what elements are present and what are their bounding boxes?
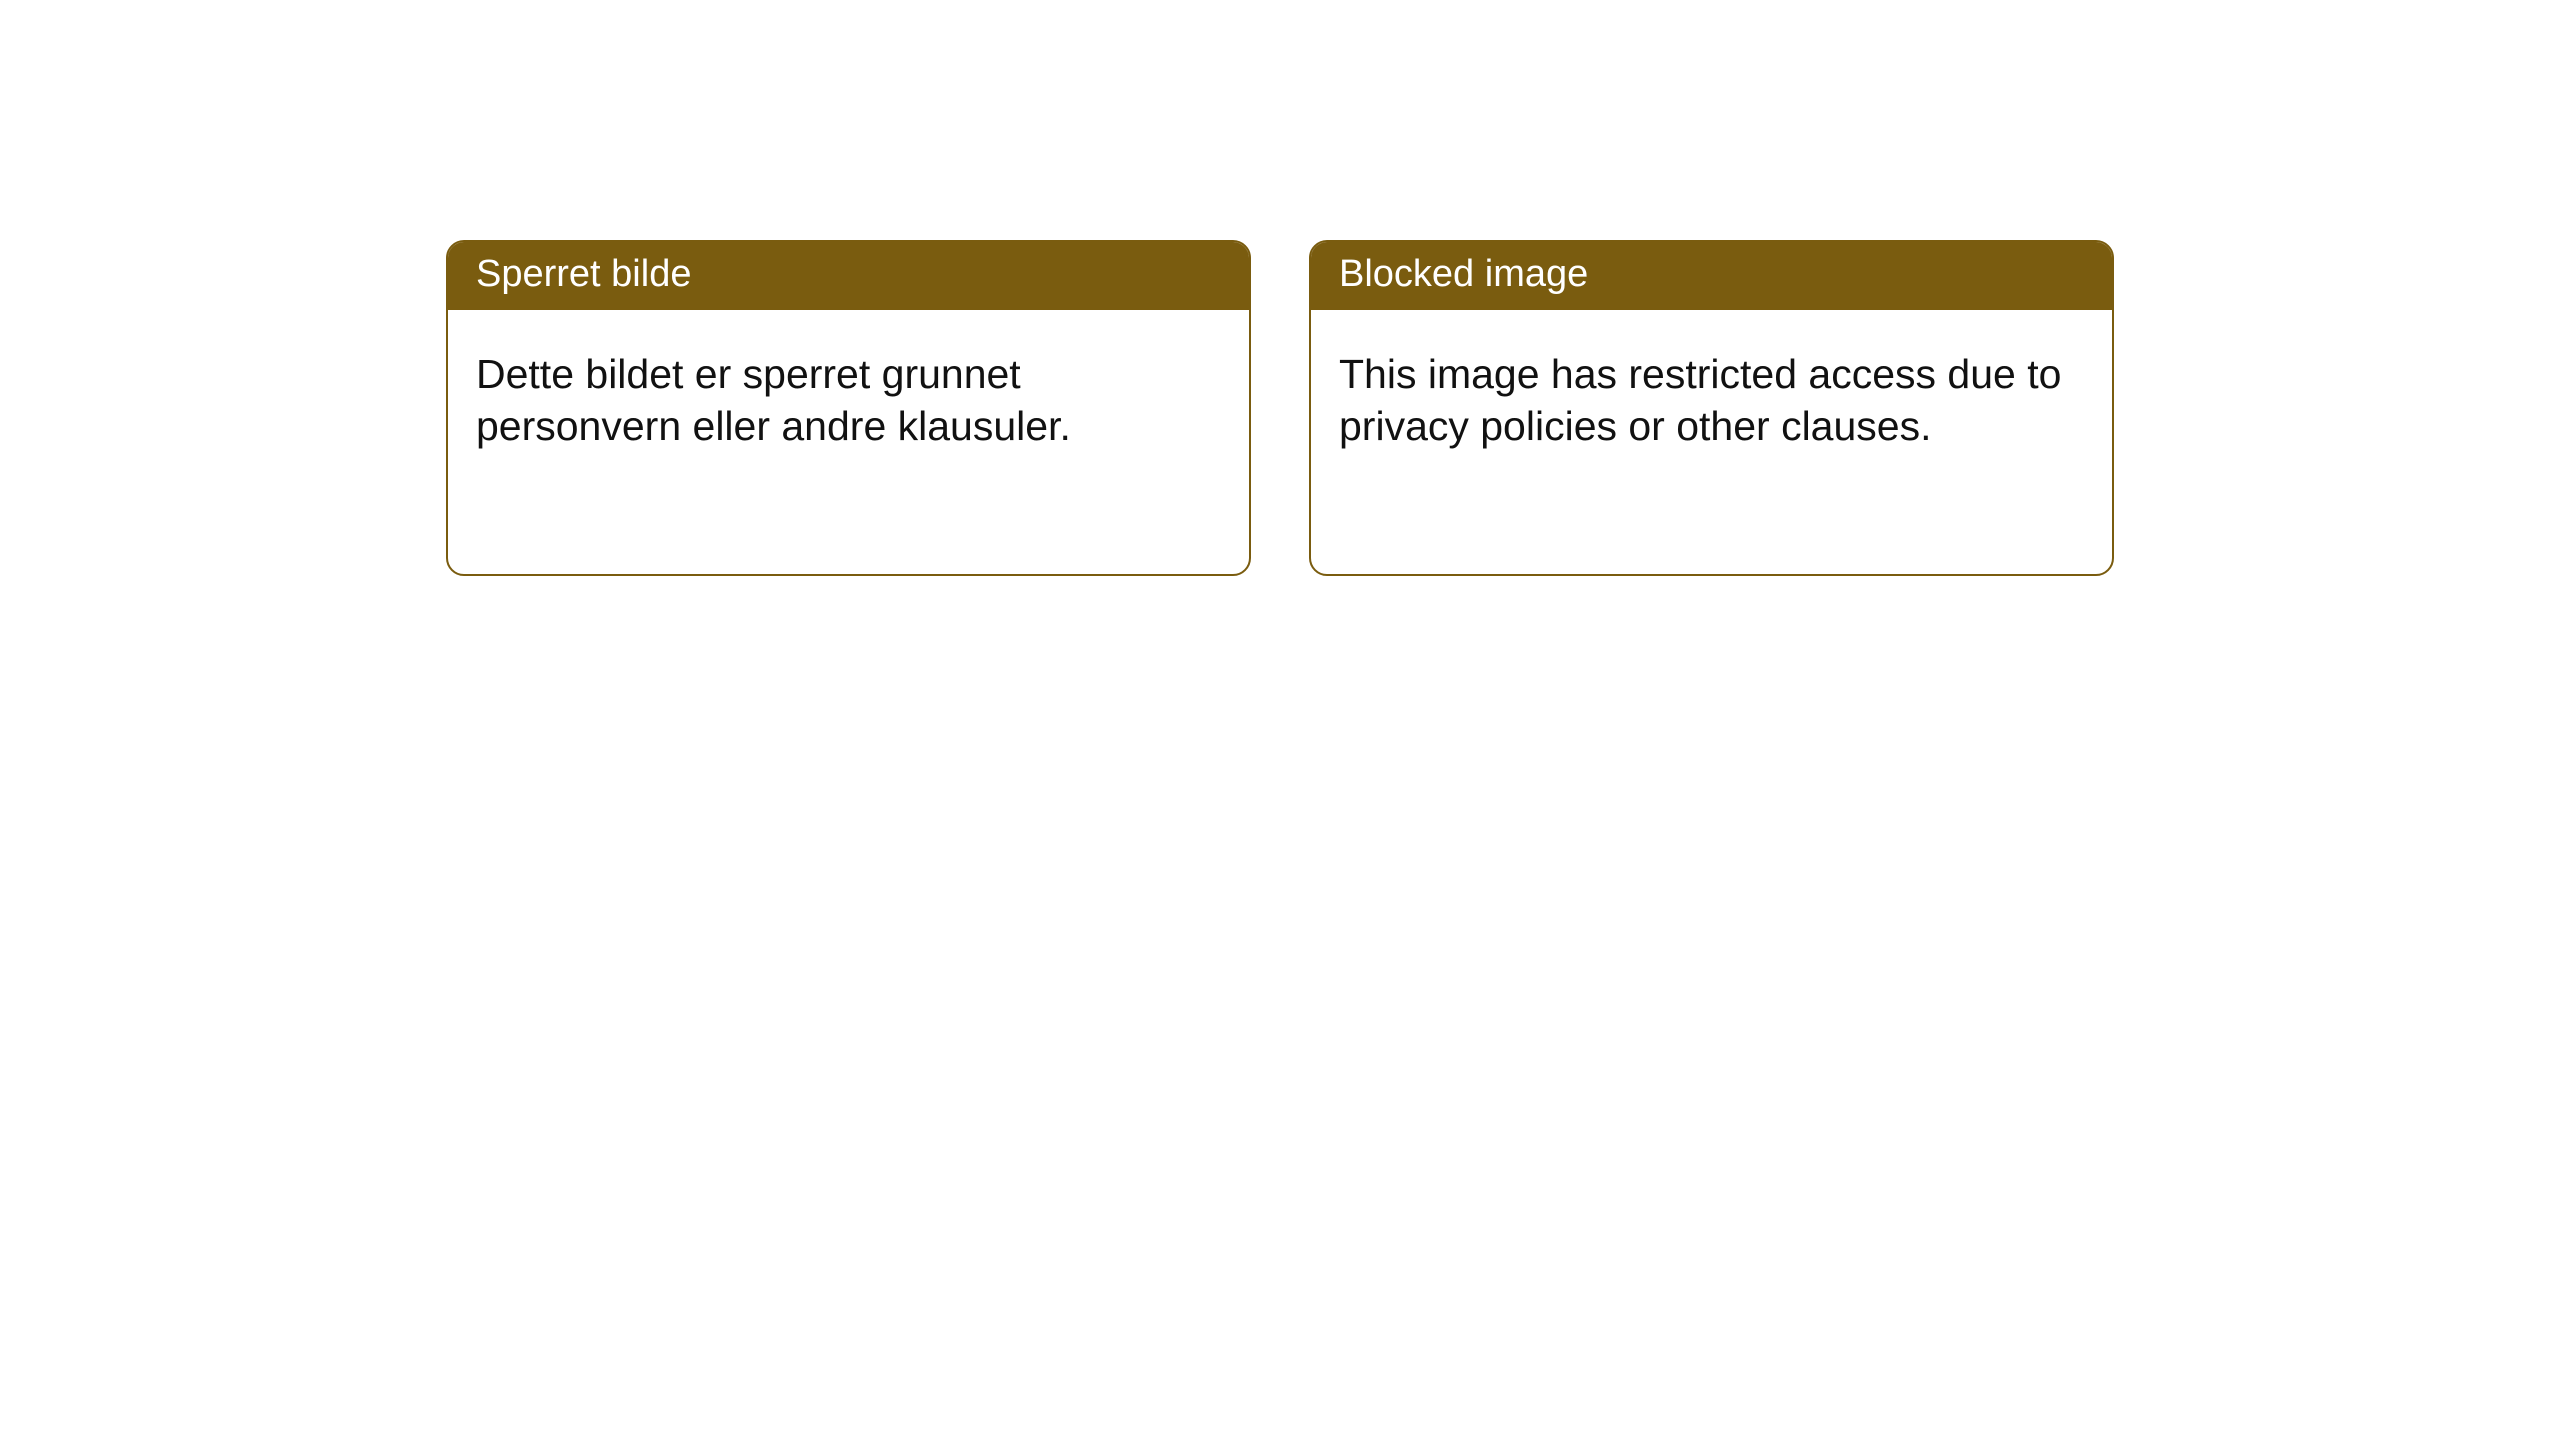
notice-card-norwegian: Sperret bilde Dette bildet er sperret gr… — [446, 240, 1251, 576]
notice-title: Sperret bilde — [448, 242, 1249, 310]
notice-body: This image has restricted access due to … — [1311, 310, 2112, 574]
notice-card-english: Blocked image This image has restricted … — [1309, 240, 2114, 576]
notice-body: Dette bildet er sperret grunnet personve… — [448, 310, 1249, 574]
notice-title: Blocked image — [1311, 242, 2112, 310]
notice-container: Sperret bilde Dette bildet er sperret gr… — [446, 240, 2114, 576]
